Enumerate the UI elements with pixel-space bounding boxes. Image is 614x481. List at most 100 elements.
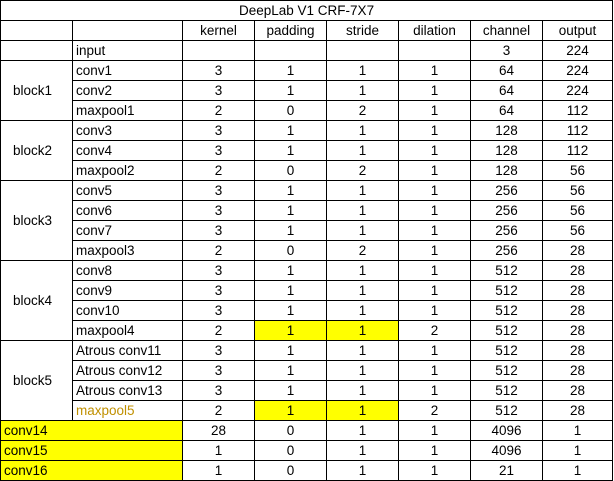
- channel-cell[interactable]: 128: [470, 140, 543, 161]
- output-cell[interactable]: 28: [541, 340, 614, 361]
- layer-name[interactable]: conv10: [72, 300, 183, 321]
- layer-name-highlighted[interactable]: conv15: [0, 440, 183, 461]
- dilation-cell[interactable]: 1: [398, 300, 471, 321]
- layer-name-highlighted[interactable]: conv16: [0, 460, 183, 481]
- header-dilation[interactable]: dilation: [398, 20, 471, 41]
- padding-cell[interactable]: 1: [254, 380, 327, 401]
- channel-cell[interactable]: 128: [470, 160, 543, 181]
- layer-name-highlighted[interactable]: conv14: [0, 420, 183, 441]
- block-label[interactable]: block4: [0, 260, 73, 341]
- padding-cell[interactable]: 0: [254, 160, 327, 181]
- padding-cell[interactable]: 0: [254, 460, 327, 481]
- layer-name[interactable]: input: [72, 40, 183, 61]
- kernel-cell[interactable]: 1: [182, 440, 255, 461]
- stride-cell-highlighted[interactable]: 1: [326, 400, 399, 421]
- kernel-cell[interactable]: 3: [182, 260, 255, 281]
- channel-cell[interactable]: 256: [470, 200, 543, 221]
- output-cell[interactable]: 224: [541, 40, 614, 61]
- stride-cell[interactable]: 1: [326, 60, 399, 81]
- padding-cell[interactable]: 1: [254, 300, 327, 321]
- dilation-cell[interactable]: 1: [398, 140, 471, 161]
- padding-cell[interactable]: [254, 40, 327, 61]
- stride-cell[interactable]: [326, 40, 399, 61]
- kernel-cell[interactable]: 3: [182, 380, 255, 401]
- header-cell[interactable]: [72, 20, 183, 41]
- stride-cell[interactable]: 1: [326, 200, 399, 221]
- layer-name[interactable]: Atrous conv12: [72, 360, 183, 381]
- dilation-cell[interactable]: 1: [398, 60, 471, 81]
- output-cell[interactable]: 56: [541, 200, 614, 221]
- kernel-cell[interactable]: 2: [182, 160, 255, 181]
- stride-cell[interactable]: 2: [326, 160, 399, 181]
- kernel-cell[interactable]: [182, 40, 255, 61]
- padding-cell[interactable]: 1: [254, 60, 327, 81]
- channel-cell[interactable]: 128: [470, 120, 543, 141]
- padding-cell[interactable]: 0: [254, 440, 327, 461]
- stride-cell[interactable]: 1: [326, 380, 399, 401]
- stride-cell[interactable]: 1: [326, 280, 399, 301]
- stride-cell[interactable]: 1: [326, 340, 399, 361]
- padding-cell[interactable]: 1: [254, 280, 327, 301]
- stride-cell[interactable]: 1: [326, 360, 399, 381]
- output-cell[interactable]: 1: [541, 440, 614, 461]
- dilation-cell[interactable]: 1: [398, 380, 471, 401]
- header-stride[interactable]: stride: [326, 20, 399, 41]
- padding-cell[interactable]: 0: [254, 240, 327, 261]
- channel-cell[interactable]: 256: [470, 180, 543, 201]
- output-cell[interactable]: 28: [541, 260, 614, 281]
- channel-cell[interactable]: 512: [470, 380, 543, 401]
- block-cell[interactable]: [0, 40, 73, 61]
- padding-cell[interactable]: 1: [254, 340, 327, 361]
- layer-name[interactable]: conv1: [72, 60, 183, 81]
- kernel-cell[interactable]: 3: [182, 360, 255, 381]
- dilation-cell[interactable]: 1: [398, 280, 471, 301]
- output-cell[interactable]: 28: [541, 240, 614, 261]
- output-cell[interactable]: 1: [541, 460, 614, 481]
- padding-cell[interactable]: 1: [254, 200, 327, 221]
- channel-cell[interactable]: 512: [470, 340, 543, 361]
- channel-cell[interactable]: 512: [470, 300, 543, 321]
- dilation-cell[interactable]: 1: [398, 460, 471, 481]
- channel-cell[interactable]: 4096: [470, 440, 543, 461]
- output-cell[interactable]: 112: [541, 100, 614, 121]
- channel-cell[interactable]: 4096: [470, 420, 543, 441]
- block-label[interactable]: block2: [0, 120, 73, 181]
- stride-cell[interactable]: 1: [326, 120, 399, 141]
- header-channel[interactable]: channel: [470, 20, 543, 41]
- layer-name[interactable]: maxpool4: [72, 320, 183, 341]
- header-cell[interactable]: [0, 20, 73, 41]
- stride-cell[interactable]: 1: [326, 420, 399, 441]
- block-label[interactable]: block5: [0, 340, 73, 421]
- dilation-cell[interactable]: 1: [398, 220, 471, 241]
- layer-name[interactable]: maxpool3: [72, 240, 183, 261]
- stride-cell[interactable]: 1: [326, 80, 399, 101]
- layer-name[interactable]: Atrous conv13: [72, 380, 183, 401]
- dilation-cell[interactable]: 1: [398, 420, 471, 441]
- table-title[interactable]: DeepLab V1 CRF-7X7: [0, 0, 614, 21]
- dilation-cell[interactable]: 1: [398, 180, 471, 201]
- channel-cell[interactable]: 64: [470, 60, 543, 81]
- dilation-cell[interactable]: 1: [398, 360, 471, 381]
- channel-cell[interactable]: 256: [470, 240, 543, 261]
- layer-name[interactable]: conv3: [72, 120, 183, 141]
- output-cell[interactable]: 224: [541, 60, 614, 81]
- dilation-cell[interactable]: 1: [398, 160, 471, 181]
- output-cell[interactable]: 28: [541, 360, 614, 381]
- output-cell[interactable]: 224: [541, 80, 614, 101]
- stride-cell[interactable]: 1: [326, 140, 399, 161]
- layer-name[interactable]: Atrous conv11: [72, 340, 183, 361]
- kernel-cell[interactable]: 28: [182, 420, 255, 441]
- padding-cell[interactable]: 1: [254, 360, 327, 381]
- output-cell[interactable]: 28: [541, 400, 614, 421]
- stride-cell[interactable]: 1: [326, 460, 399, 481]
- layer-name[interactable]: conv2: [72, 80, 183, 101]
- kernel-cell[interactable]: 3: [182, 60, 255, 81]
- layer-name[interactable]: conv6: [72, 200, 183, 221]
- kernel-cell[interactable]: 3: [182, 180, 255, 201]
- kernel-cell[interactable]: 3: [182, 120, 255, 141]
- stride-cell[interactable]: 1: [326, 440, 399, 461]
- dilation-cell[interactable]: 2: [398, 320, 471, 341]
- block-label[interactable]: block1: [0, 60, 73, 121]
- stride-cell[interactable]: 1: [326, 260, 399, 281]
- kernel-cell[interactable]: 3: [182, 300, 255, 321]
